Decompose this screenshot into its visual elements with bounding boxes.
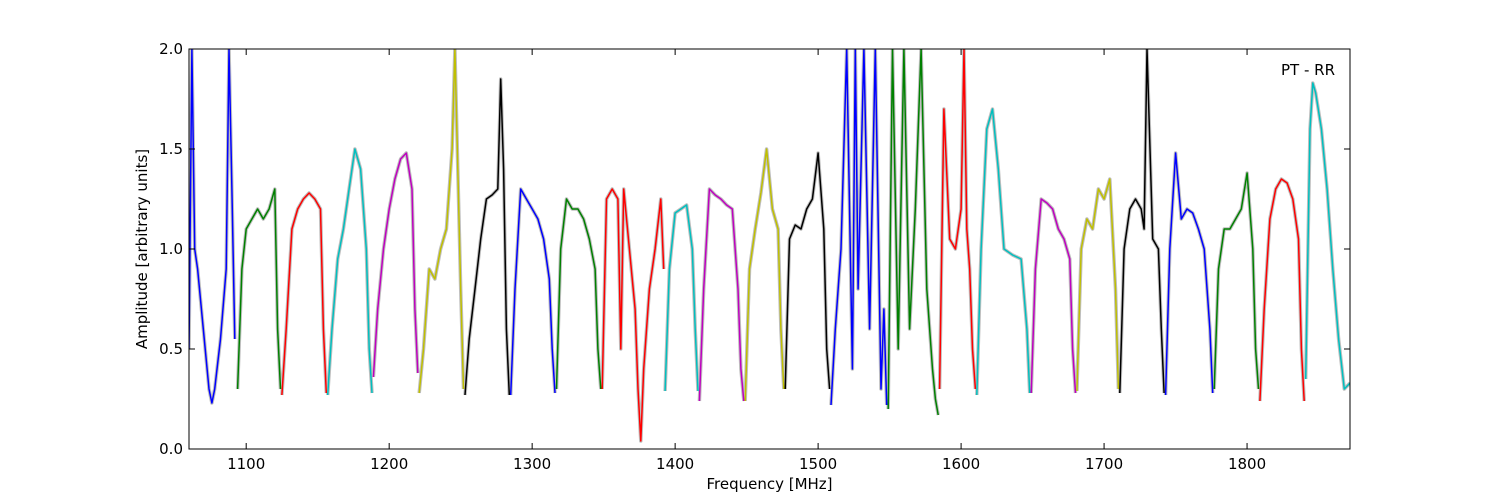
x-tick-label: 1800 [1228,455,1266,473]
band-series-line-16 [887,49,939,416]
band-series-line-24 [1259,178,1305,402]
y-tick-label: 0.5 [159,340,183,358]
x-tick-label: 1200 [370,455,408,473]
axis-ticks-layer: 1100 1200 1300 1400 1500 1600 1700 1800 0.0 0.5 1.… [159,40,1350,473]
band-series-line-20 [1076,178,1120,392]
band-series-line-19 [1030,198,1077,394]
x-tick-label: 1100 [227,455,265,473]
x-tick-label: 1500 [799,455,837,473]
band-series-line-8 [509,188,556,396]
band-series-line-18 [976,108,1031,396]
band-series-line-2 [236,188,282,390]
band-series-line-21 [1119,49,1165,394]
band-series-line-7 [464,78,511,396]
y-tick-label: 2.0 [159,40,183,58]
band-series-line-11 [664,204,699,392]
y-tick-label: 1.5 [159,140,183,158]
band-series-line-10 [601,188,665,442]
band-series-line-15 [830,49,888,406]
y-tick-label: 0.0 [159,440,183,458]
y-tick-label: 1.0 [159,240,183,258]
band-series-line-13 [744,148,785,402]
band-series-line-12 [698,188,745,402]
band-series-line-23 [1213,172,1260,390]
band-series-line-22 [1164,152,1214,396]
band-series-layer [189,49,1350,442]
x-tick-label: 1400 [656,455,694,473]
band-series-line-3 [281,192,328,396]
band-series-line-9 [555,198,602,390]
x-tick-label: 1700 [1085,455,1123,473]
band-series-line-6 [418,49,465,394]
x-tick-label: 1300 [513,455,551,473]
band-series-line-14 [784,152,831,390]
x-tick-label: 1600 [942,455,980,473]
x-axis-title: Frequency [MHz] [706,475,832,493]
plot-annotation: PT - RR [1281,61,1335,79]
band-series-line-5 [372,152,419,378]
band-series-line-17 [938,49,977,390]
band-series-line-25 [1304,82,1350,390]
band-series-line-4 [326,148,373,396]
y-axis-title: Amplitude [arbitrary units] [133,149,151,349]
